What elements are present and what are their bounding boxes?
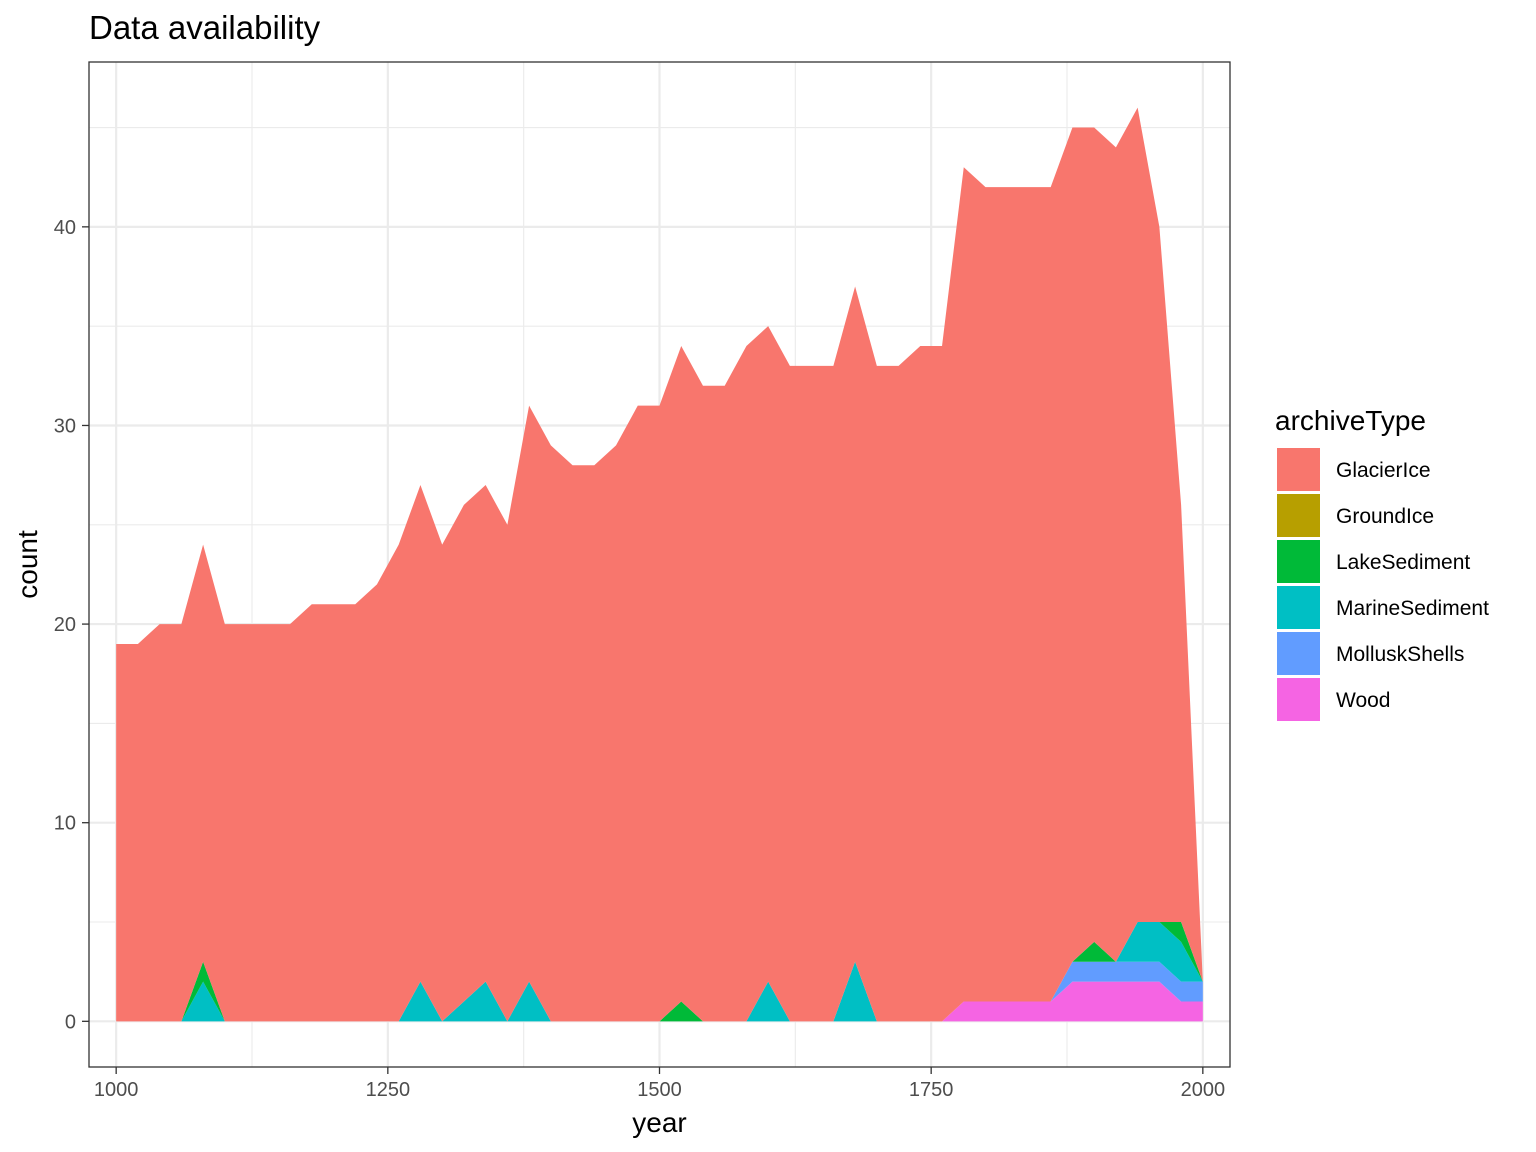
legend-items: GlacierIce GroundIce LakeSediment MarineSed… bbox=[1277, 448, 1489, 721]
legend-item-wood: Wood bbox=[1277, 678, 1390, 721]
area-molluskshells bbox=[116, 961, 1203, 1022]
x-axis: 1000 1250 1500 1750 2000 bbox=[94, 1067, 1225, 1101]
legend-label: GlacierIce bbox=[1336, 459, 1431, 482]
legend: archiveType GlacierIce GroundIce LakeSedim… bbox=[1275, 405, 1489, 721]
area-glacierice bbox=[116, 107, 1203, 1022]
legend-swatch bbox=[1277, 586, 1320, 629]
legend-label: LakeSediment bbox=[1336, 551, 1470, 574]
legend-item-molluskshells: MolluskShells bbox=[1277, 632, 1464, 675]
legend-label: GroundIce bbox=[1336, 505, 1434, 528]
legend-label: Wood bbox=[1336, 689, 1390, 712]
y-tick-label: 30 bbox=[54, 415, 76, 437]
chart-title: Data availability bbox=[89, 9, 321, 46]
legend-swatch bbox=[1277, 678, 1320, 721]
x-tick-label: 1000 bbox=[94, 1079, 139, 1101]
y-tick-label: 10 bbox=[54, 813, 76, 835]
legend-item-lakesediment: LakeSediment bbox=[1277, 540, 1470, 583]
x-tick-label: 2000 bbox=[1181, 1079, 1226, 1101]
legend-swatch bbox=[1277, 540, 1320, 583]
y-tick-label: 40 bbox=[54, 217, 76, 239]
x-axis-title: year bbox=[632, 1107, 686, 1138]
legend-item-groundice: GroundIce bbox=[1277, 494, 1434, 537]
legend-swatch bbox=[1277, 448, 1320, 491]
y-tick-label: 0 bbox=[65, 1011, 76, 1033]
legend-title: archiveType bbox=[1275, 405, 1426, 436]
x-tick-label: 1500 bbox=[637, 1079, 682, 1101]
y-axis: 0 10 20 30 40 bbox=[54, 217, 89, 1033]
area-series bbox=[116, 107, 1203, 1022]
legend-item-glacierice: GlacierIce bbox=[1277, 448, 1431, 491]
legend-item-marinesediment: MarineSediment bbox=[1277, 586, 1489, 629]
y-tick-label: 20 bbox=[54, 614, 76, 636]
legend-swatch bbox=[1277, 632, 1320, 675]
area-wood bbox=[116, 981, 1203, 1022]
legend-label: MolluskShells bbox=[1336, 643, 1464, 666]
y-axis-title: count bbox=[12, 530, 43, 599]
x-tick-label: 1250 bbox=[366, 1079, 411, 1101]
legend-swatch bbox=[1277, 494, 1320, 537]
legend-label: MarineSediment bbox=[1336, 597, 1489, 620]
x-tick-label: 1750 bbox=[909, 1079, 954, 1101]
